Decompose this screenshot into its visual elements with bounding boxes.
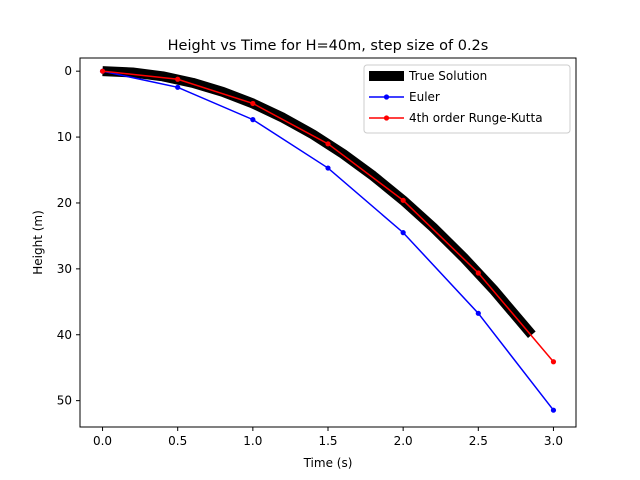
x-tick-label: 2.0 xyxy=(394,434,413,448)
y-tick-label: 0 xyxy=(64,64,72,78)
data-point xyxy=(550,359,557,365)
data-point xyxy=(475,310,481,316)
y-tick-label: 20 xyxy=(57,196,72,210)
y-tick-label: 10 xyxy=(57,130,72,144)
x-tick-label: 2.5 xyxy=(469,434,488,448)
data-point xyxy=(550,407,557,413)
series-2 xyxy=(99,68,557,365)
data-point xyxy=(175,84,181,90)
x-tick-label: 3.0 xyxy=(544,434,563,448)
y-axis: 0 10 20 30 40 50 xyxy=(57,64,80,408)
legend-marker xyxy=(383,94,390,100)
data-point xyxy=(175,76,181,82)
data-point xyxy=(250,117,256,123)
data-point xyxy=(250,100,256,107)
legend-box xyxy=(363,64,571,134)
x-tick-label: 1.0 xyxy=(243,434,262,448)
y-tick-label: 30 xyxy=(57,262,72,276)
data-point xyxy=(400,197,406,203)
legend-item: True Solution xyxy=(369,69,487,83)
chart-title: Height vs Time for H=40m, step size of 0… xyxy=(168,38,489,54)
y-axis-label: Height (m) xyxy=(31,210,45,275)
legend-item: Euler xyxy=(369,90,440,104)
legend: True Solution Euler 4th order Runge-Kutta xyxy=(363,64,571,134)
data-point xyxy=(325,141,331,147)
legend-item: 4th order Runge-Kutta xyxy=(369,111,543,125)
plot-area xyxy=(99,66,557,413)
legend-label: True Solution xyxy=(408,69,487,83)
data-point xyxy=(400,230,406,236)
x-tick-label: 0.5 xyxy=(168,434,187,448)
legend-label: 4th order Runge-Kutta xyxy=(409,111,543,125)
y-tick-label: 40 xyxy=(57,328,72,342)
data-point xyxy=(325,165,331,171)
data-point xyxy=(475,270,481,276)
x-axis: 0.0 0.5 1.0 1.5 2.0 2.5 3.0 xyxy=(93,427,563,448)
x-axis-label: Time (s) xyxy=(303,456,353,470)
y-tick-label: 50 xyxy=(57,394,72,408)
x-tick-label: 1.5 xyxy=(318,434,337,448)
legend-marker xyxy=(383,115,390,121)
x-tick-label: 0.0 xyxy=(93,434,112,448)
legend-label: Euler xyxy=(409,90,440,104)
data-point xyxy=(99,68,106,74)
